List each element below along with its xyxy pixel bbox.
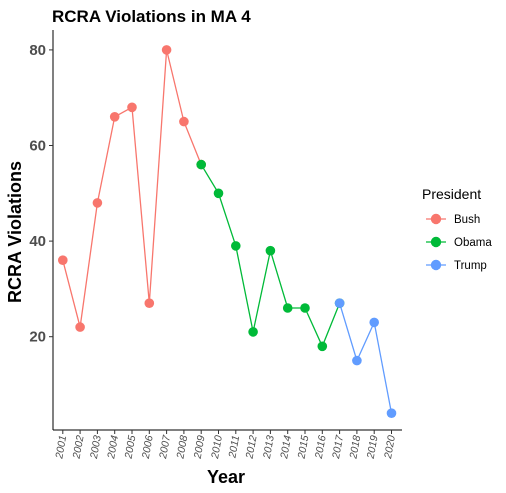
data-point-obama-2010 [213,188,224,199]
data-point-obama-2015 [300,303,310,313]
x-tick-label-2007: 2007 [157,433,173,460]
data-point-obama-2009 [196,159,206,170]
legend-label-obama: Obama [454,237,492,249]
data-point-trump-2017 [334,298,345,309]
data-point-bush-2008 [179,116,189,127]
data-point-trump-2018 [352,355,362,366]
x-tick-label-2015: 2015 [295,434,311,460]
data-point-bush-2007 [161,45,172,55]
plot-area: 20 40 60 80 2001 2002 2003 2004 2005 2006 2007 2008… [29,30,402,461]
x-tick-label-2006: 2006 [140,434,156,460]
x-tick-label-2004: 2004 [105,434,121,460]
legend-marker-obama [430,236,442,248]
x-tick-label-2005: 2005 [122,434,138,460]
series-line-bush [62,49,202,328]
x-tick-label-2010: 2010 [209,434,225,460]
data-point-obama-2011 [231,241,241,251]
data-point-bush-2004 [109,112,120,122]
x-tick-label-2018: 2018 [347,434,363,460]
data-point-bush-2003 [92,198,103,208]
x-axis-title: Year [207,467,245,487]
x-tick-label-2016: 2016 [313,434,329,460]
x-tick-label-2009: 2009 [192,434,208,460]
data-point-obama-2012 [248,327,258,337]
data-point-trump-2019 [369,317,380,328]
x-tick-label-2020: 2020 [382,434,398,460]
legend-label-trump: Trump [454,260,487,272]
y-tick-label-80: 80 [29,42,46,59]
data-point-obama-2013 [265,245,276,256]
data-point-obama-2016 [317,341,328,352]
legend-marker-bush [430,213,442,225]
legend-entry-bush: Bush [426,213,480,226]
data-point-bush-2001 [58,255,68,265]
x-tick-label-2014: 2014 [278,434,294,460]
legend-entry-trump: Trump [426,259,487,272]
x-tick-label-2002: 2002 [71,434,87,460]
data-point-bush-2002 [75,322,85,332]
legend-entry-obama: Obama [426,236,492,249]
legend-marker-trump [430,259,442,271]
data-point-bush-2006 [144,298,155,309]
y-tick-label-60: 60 [29,138,46,155]
x-tick-label-2001: 2001 [53,434,69,460]
legend: President Bush Obama Trump [422,186,492,272]
legend-label-bush: Bush [454,214,480,226]
data-point-bush-2005 [127,102,137,113]
x-tick-label-2012: 2012 [244,434,260,460]
y-tick-label-40: 40 [29,233,46,250]
x-tick-label-2019: 2019 [365,434,381,460]
data-point-trump-2020 [386,408,397,419]
legend-title: President [422,186,481,202]
chart-title: RCRA Violations in MA 4 [52,7,251,26]
x-tick-label-2003: 2003 [88,434,104,460]
series-line-trump [338,303,393,414]
y-tick-label-20: 20 [29,329,46,346]
x-tick-label-2011: 2011 [226,434,242,459]
x-tick-label-2008: 2008 [174,434,190,460]
x-tick-label-2013: 2013 [261,434,277,460]
x-tick-label-2017: 2017 [330,433,346,460]
data-point-obama-2014 [282,303,293,313]
y-axis-title: RCRA Violations [5,161,25,303]
